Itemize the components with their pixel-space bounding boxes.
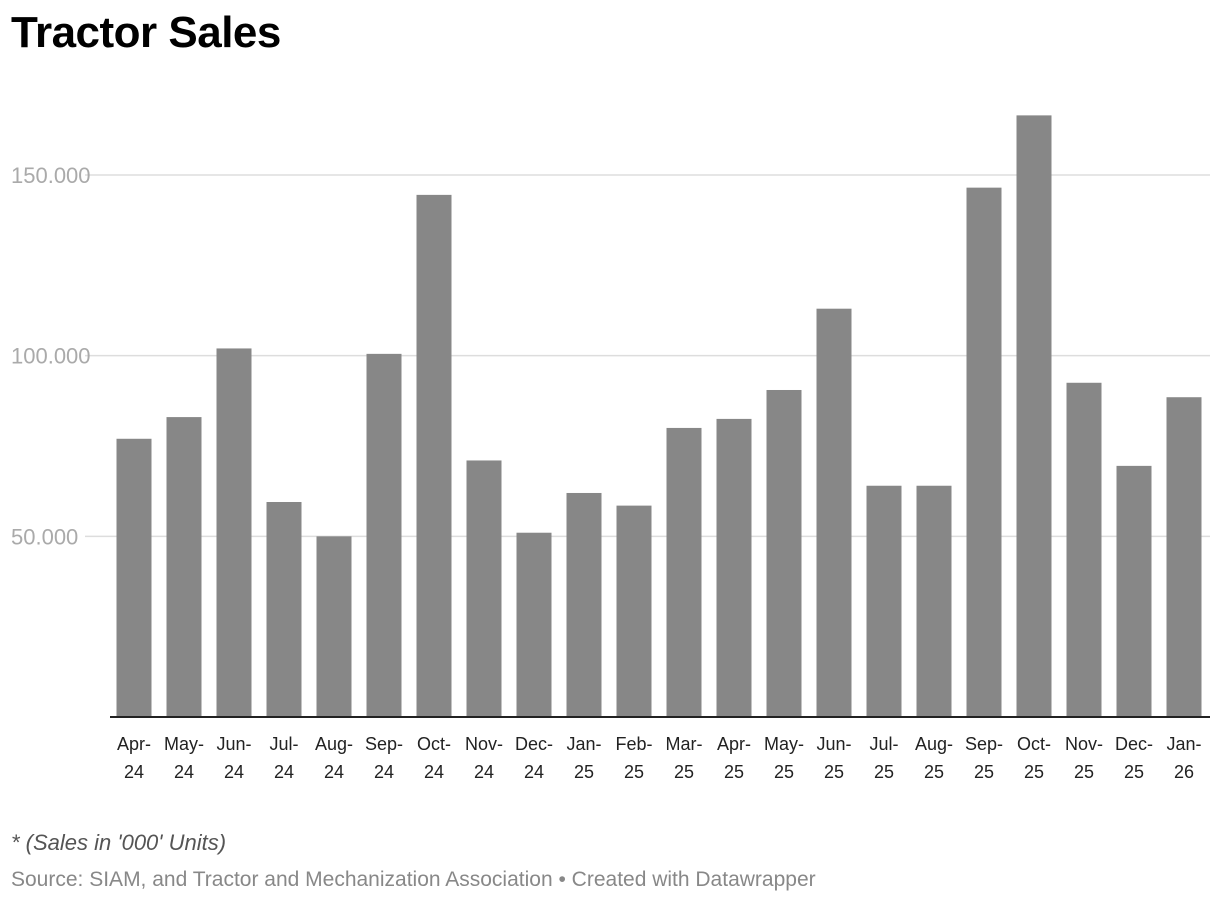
x-tick-label: Sep- xyxy=(365,734,403,754)
x-tick-label: May- xyxy=(764,734,804,754)
x-tick-label: 25 xyxy=(624,762,644,782)
x-tick-label: 24 xyxy=(124,762,144,782)
source-prefix: Source: xyxy=(11,868,90,891)
x-tick-label: Dec- xyxy=(515,734,553,754)
bar[interactable] xyxy=(616,505,652,717)
x-tick-label: 25 xyxy=(724,762,744,782)
bar[interactable] xyxy=(1166,397,1202,717)
x-tick-label: 25 xyxy=(1024,762,1044,782)
x-tick-label: Aug- xyxy=(915,734,953,754)
x-tick-label: Jun- xyxy=(816,734,851,754)
x-tick-label: Jan- xyxy=(1166,734,1201,754)
bar[interactable] xyxy=(916,485,952,717)
x-tick-label: Jul- xyxy=(269,734,298,754)
bar[interactable] xyxy=(416,194,452,717)
x-tick-label: 24 xyxy=(174,762,194,782)
x-tick-label: Mar- xyxy=(666,734,703,754)
bar[interactable] xyxy=(1116,465,1152,717)
bar[interactable] xyxy=(166,417,202,717)
x-tick-label: Apr- xyxy=(117,734,151,754)
bar[interactable] xyxy=(766,389,802,717)
x-tick-label: 25 xyxy=(974,762,994,782)
bar[interactable] xyxy=(266,502,302,717)
x-tick-label: 24 xyxy=(374,762,394,782)
x-tick-label: Feb- xyxy=(615,734,652,754)
x-tick-label: 25 xyxy=(674,762,694,782)
x-tick-label: 25 xyxy=(874,762,894,782)
bar[interactable] xyxy=(116,438,152,717)
bar[interactable] xyxy=(816,308,852,717)
bar[interactable] xyxy=(966,187,1002,717)
y-tick-label: 100.000 xyxy=(11,344,91,369)
x-tick-label: Aug- xyxy=(315,734,353,754)
bar[interactable] xyxy=(1016,115,1052,717)
bar[interactable] xyxy=(866,485,902,717)
x-tick-label: 26 xyxy=(1174,762,1194,782)
y-tick-label: 150.000 xyxy=(11,163,91,188)
chart-title: Tractor Sales xyxy=(11,8,281,57)
x-tick-label: 24 xyxy=(424,762,444,782)
y-tick-label: 50.000 xyxy=(11,524,78,549)
x-tick-label: May- xyxy=(164,734,204,754)
x-tick-label: Sep- xyxy=(965,734,1003,754)
x-tick-label: Apr- xyxy=(717,734,751,754)
x-tick-label: Nov- xyxy=(465,734,503,754)
bar[interactable] xyxy=(216,348,252,717)
bar[interactable] xyxy=(1066,382,1102,717)
datawrapper-credit[interactable]: Created with Datawrapper xyxy=(571,868,816,891)
bar[interactable] xyxy=(316,536,352,717)
x-tick-label: 24 xyxy=(274,762,294,782)
x-axis-labels: Apr- 24 May- 24 Jun- 24 Jul- 24 Aug- 24 Sep- 24 Oct-… xyxy=(117,734,1202,782)
bar[interactable] xyxy=(366,353,402,717)
bar[interactable] xyxy=(666,427,702,717)
x-tick-label: 24 xyxy=(324,762,344,782)
x-tick-label: 25 xyxy=(774,762,794,782)
x-tick-label: Jun- xyxy=(216,734,251,754)
x-tick-label: 24 xyxy=(224,762,244,782)
x-tick-label: 24 xyxy=(474,762,494,782)
bar[interactable] xyxy=(516,532,552,717)
x-tick-label: 25 xyxy=(824,762,844,782)
bars xyxy=(110,115,1210,718)
x-tick-label: 25 xyxy=(1124,762,1144,782)
x-tick-label: Dec- xyxy=(1115,734,1153,754)
x-tick-label: 25 xyxy=(574,762,594,782)
x-tick-label: Jul- xyxy=(869,734,898,754)
units-note: * (Sales in '000' Units) xyxy=(11,830,227,855)
x-tick-label: 25 xyxy=(1074,762,1094,782)
x-tick-label: Jan- xyxy=(566,734,601,754)
bar[interactable] xyxy=(566,492,602,717)
source-line: Source: SIAM, and Tractor and Mechanizat… xyxy=(11,868,816,892)
bar-chart: 50.000 100.000 150.000 Apr- 24 May- 24 Jun- 24 J… xyxy=(11,115,1210,782)
x-tick-label: Nov- xyxy=(1065,734,1103,754)
bar[interactable] xyxy=(716,418,752,717)
x-tick-label: 24 xyxy=(524,762,544,782)
bar[interactable] xyxy=(466,460,502,717)
x-tick-label: 25 xyxy=(924,762,944,782)
source-separator: • xyxy=(552,868,572,891)
source-link[interactable]: SIAM, and Tractor and Mechanization Asso… xyxy=(89,868,553,891)
x-tick-label: Oct- xyxy=(1017,734,1051,754)
x-tick-label: Oct- xyxy=(417,734,451,754)
